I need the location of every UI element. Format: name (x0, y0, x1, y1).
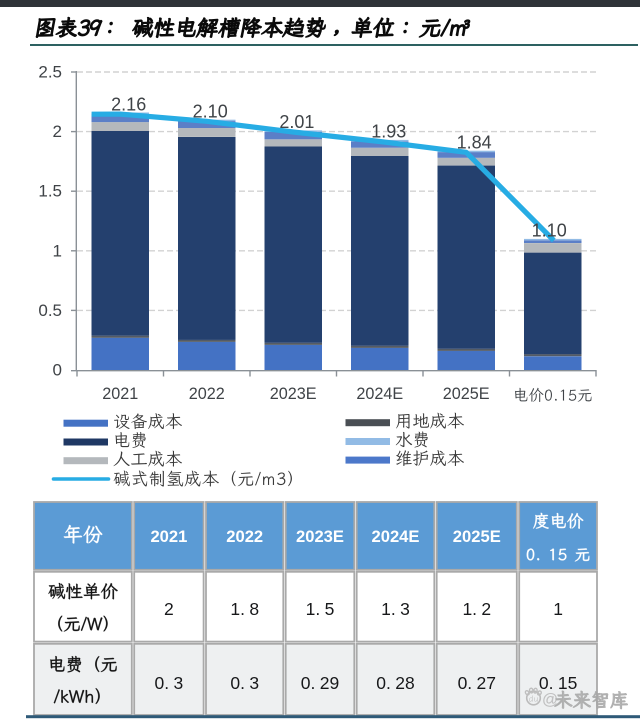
svg-text:2025E: 2025E (443, 385, 490, 403)
svg-text:0. 28: 0. 28 (376, 673, 414, 693)
svg-text:2.10: 2.10 (193, 102, 228, 122)
svg-text:0. 27: 0. 27 (458, 673, 496, 693)
svg-text:0. 29: 0. 29 (301, 673, 339, 693)
svg-text:2022: 2022 (189, 385, 225, 403)
svg-text:1.5: 1.5 (38, 182, 62, 201)
svg-text:2.16: 2.16 (111, 94, 146, 114)
svg-text:1. 5: 1. 5 (306, 599, 335, 619)
svg-text:2023E: 2023E (270, 385, 317, 403)
svg-text:2024E: 2024E (372, 527, 420, 546)
svg-text:1. 2: 1. 2 (462, 599, 491, 619)
svg-text:2021: 2021 (150, 527, 187, 546)
svg-text:0. 3: 0. 3 (155, 673, 184, 693)
svg-text:1.84: 1.84 (457, 133, 492, 153)
svg-text:2021: 2021 (102, 385, 138, 403)
svg-text:1: 1 (553, 599, 563, 619)
svg-text:0. 15: 0. 15 (539, 673, 577, 693)
svg-text:1. 3: 1. 3 (381, 599, 410, 619)
svg-text:1.10: 1.10 (532, 221, 567, 241)
svg-text:1: 1 (53, 241, 62, 260)
svg-text:2023E: 2023E (296, 527, 344, 546)
svg-text:2: 2 (164, 599, 174, 619)
svg-text:2025E: 2025E (453, 527, 501, 546)
svg-text:0. 3: 0. 3 (230, 673, 259, 693)
svg-text:2.5: 2.5 (38, 63, 62, 82)
svg-text:2024E: 2024E (356, 385, 403, 403)
svg-text:2: 2 (53, 122, 62, 141)
svg-text:2.01: 2.01 (279, 112, 314, 132)
svg-text:2022: 2022 (226, 527, 263, 546)
svg-text:1.93: 1.93 (371, 122, 406, 142)
svg-text:0: 0 (53, 361, 62, 380)
svg-text:0.5: 0.5 (38, 301, 62, 320)
svg-text:1. 8: 1. 8 (230, 599, 259, 619)
